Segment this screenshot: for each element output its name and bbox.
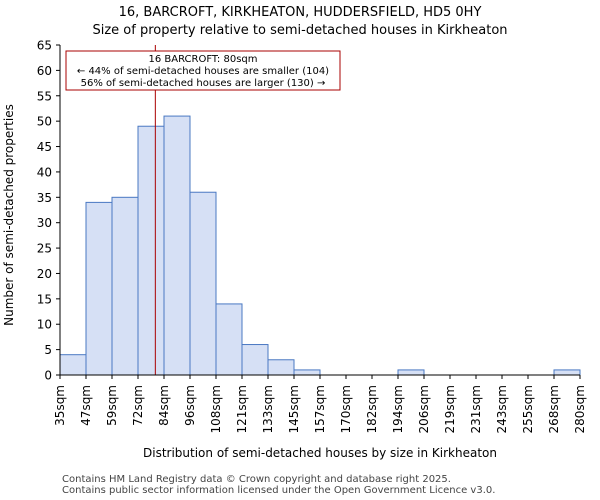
bar-47sqm <box>85 201 113 376</box>
y-tick-label: 20 <box>37 267 52 281</box>
y-tick-label: 35 <box>37 191 52 205</box>
bar-194sqm <box>397 369 425 376</box>
y-tick-label: 50 <box>37 115 52 129</box>
annotation-line2: ← 44% of semi-detached houses are smalle… <box>77 66 329 77</box>
bar-108sqm <box>215 303 243 376</box>
x-tick-label: 84sqm <box>157 385 171 426</box>
x-tick-label: 231sqm <box>469 385 483 433</box>
y-tick-label: 55 <box>37 89 52 103</box>
x-tick-label: 243sqm <box>495 385 509 433</box>
x-tick-label: 206sqm <box>417 385 431 433</box>
chart-title-line2: Size of property relative to semi-detach… <box>92 23 507 38</box>
annotation-box <box>65 50 341 91</box>
x-tick-label: 194sqm <box>391 385 405 433</box>
bar-145sqm <box>293 369 321 376</box>
y-tick-label: 5 <box>44 343 52 357</box>
y-tick-label: 40 <box>37 165 52 179</box>
bar-72sqm <box>137 125 165 376</box>
y-tick-label: 25 <box>37 242 52 256</box>
x-tick-label: 157sqm <box>313 385 327 433</box>
y-tick-label: 0 <box>44 369 52 383</box>
footer-line2: Contains public sector information licen… <box>62 485 496 496</box>
footer-line1: Contains HM Land Registry data © Crown c… <box>62 474 451 485</box>
x-tick-label: 72sqm <box>131 385 145 426</box>
bar-59sqm <box>111 196 139 376</box>
x-tick-label: 280sqm <box>573 385 587 433</box>
annotation-line1: 16 BARCROFT: 80sqm <box>148 54 257 65</box>
y-tick-label: 65 <box>37 39 52 53</box>
y-axis-label: Number of semi-detached properties <box>2 104 16 326</box>
y-tick-label: 10 <box>37 318 52 332</box>
y-tick-label: 15 <box>37 292 52 306</box>
bar-84sqm <box>163 115 191 376</box>
x-tick-label: 133sqm <box>261 385 275 433</box>
x-tick-label: 96sqm <box>183 385 197 426</box>
x-tick-label: 219sqm <box>443 385 457 433</box>
x-tick-label: 121sqm <box>235 385 249 433</box>
bar-133sqm <box>267 359 295 376</box>
x-tick-label: 108sqm <box>209 385 223 433</box>
x-tick-label: 268sqm <box>547 385 561 433</box>
x-axis-label: Distribution of semi-detached houses by … <box>143 446 497 460</box>
y-tick-label: 60 <box>37 64 52 78</box>
chart-title-line1: 16, BARCROFT, KIRKHEATON, HUDDERSFIELD, … <box>119 5 482 20</box>
x-tick-label: 170sqm <box>339 385 353 433</box>
y-tick-label: 30 <box>37 216 52 230</box>
y-tick-label: 45 <box>37 140 52 154</box>
x-tick-label: 47sqm <box>79 385 93 426</box>
bar-96sqm <box>189 191 217 376</box>
x-tick-label: 255sqm <box>521 385 535 433</box>
annotation-line3: 56% of semi-detached houses are larger (… <box>81 78 326 89</box>
x-tick-label: 59sqm <box>105 385 119 426</box>
x-tick-label: 35sqm <box>53 385 67 426</box>
bar-121sqm <box>241 344 269 376</box>
bar-35sqm <box>59 354 87 376</box>
x-tick-label: 182sqm <box>365 385 379 433</box>
bar-268sqm <box>553 369 581 376</box>
x-tick-label: 145sqm <box>287 385 301 433</box>
